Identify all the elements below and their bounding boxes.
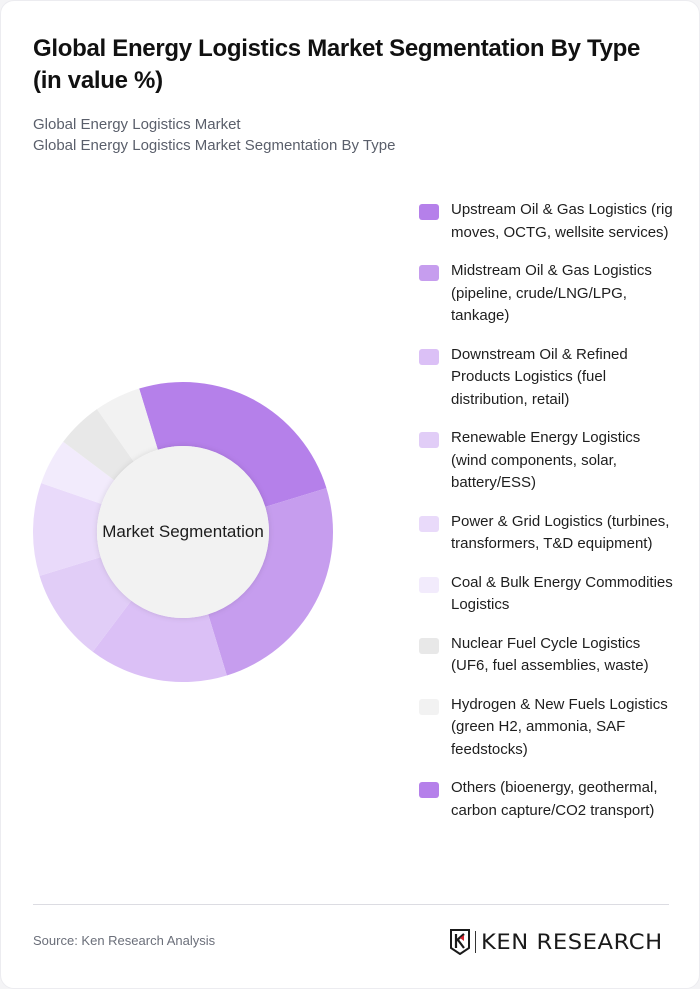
legend-label: Upstream Oil & Gas Logistics (rig moves,… <box>451 201 673 241</box>
legend-label: Downstream Oil & Refined Products Logist… <box>451 345 628 408</box>
legend-swatch <box>419 348 439 365</box>
legend-swatch <box>419 698 439 715</box>
donut-svg <box>33 382 333 682</box>
source-note: Source: Ken Research Analysis <box>33 933 216 948</box>
legend-label: Others (bioenergy, geothermal, carbon ca… <box>451 779 658 819</box>
logo-text: KEN RESEARCH <box>481 930 663 954</box>
legend-item-renewable[interactable]: Renewable Energy Logistics (wind compone… <box>419 427 679 495</box>
donut-slice[interactable] <box>92 600 227 682</box>
legend-swatch <box>419 265 439 281</box>
donut-slice[interactable] <box>208 488 333 676</box>
donut-slice[interactable] <box>41 441 115 505</box>
legend-label: Power & Grid Logistics (turbines, transf… <box>451 512 670 553</box>
logo-separator <box>475 931 476 953</box>
legend-swatch <box>419 204 439 220</box>
donut-slices <box>33 382 333 682</box>
donut-center <box>97 446 269 618</box>
legend-label: Nuclear Fuel Cycle Logistics (UF6, fuel … <box>451 634 649 675</box>
legend-label: Renewable Energy Logistics (wind compone… <box>451 429 641 491</box>
legend-item-hydrogen[interactable]: Hydrogen & New Fuels Logistics (green H2… <box>419 694 679 762</box>
page-title: Global Energy Logistics Market Segmentat… <box>33 35 641 94</box>
donut-slice[interactable] <box>33 483 102 576</box>
legend-swatch <box>419 515 439 532</box>
legend-label: Hydrogen & New Fuels Logistics (green H2… <box>451 695 668 758</box>
donut-chart: Market Segmentation <box>33 382 333 682</box>
subtitle-segmentation: Global Energy Logistics Market Segmentat… <box>33 137 396 154</box>
legend-item-downstream[interactable]: Downstream Oil & Refined Products Logist… <box>419 344 679 412</box>
legend-item-others[interactable]: Others (bioenergy, geothermal, carbon ca… <box>419 777 679 822</box>
legend-swatch <box>419 637 439 654</box>
legend-item-power-grid[interactable]: Power & Grid Logistics (turbines, transf… <box>419 511 679 556</box>
legend: Upstream Oil & Gas Logistics (rig moves,… <box>419 199 679 838</box>
subtitle: Global Energy Logistics Market Global En… <box>33 114 395 156</box>
donut-slice[interactable] <box>96 388 158 462</box>
donut-slice[interactable] <box>63 409 134 481</box>
legend-label: Midstream Oil & Gas Logistics (pipeline,… <box>451 262 652 324</box>
legend-swatch <box>419 576 439 593</box>
legend-item-upstream[interactable]: Upstream Oil & Gas Logistics (rig moves,… <box>419 199 679 244</box>
legend-swatch <box>419 432 439 448</box>
legend-label: Coal & Bulk Energy Commodities Logistics <box>451 573 673 614</box>
donut-slice[interactable] <box>39 557 132 652</box>
legend-swatch <box>419 782 439 798</box>
subtitle-market: Global Energy Logistics Market <box>33 116 241 133</box>
ken-research-shield-icon <box>450 929 470 955</box>
legend-item-midstream[interactable]: Midstream Oil & Gas Logistics (pipeline,… <box>419 260 679 328</box>
ken-research-logo: KEN RESEARCH <box>449 928 662 956</box>
legend-item-nuclear[interactable]: Nuclear Fuel Cycle Logistics (UF6, fuel … <box>419 633 679 678</box>
donut-slice[interactable] <box>139 382 327 507</box>
footer-divider <box>33 904 669 905</box>
legend-item-coal[interactable]: Coal & Bulk Energy Commodities Logistics <box>419 572 679 617</box>
